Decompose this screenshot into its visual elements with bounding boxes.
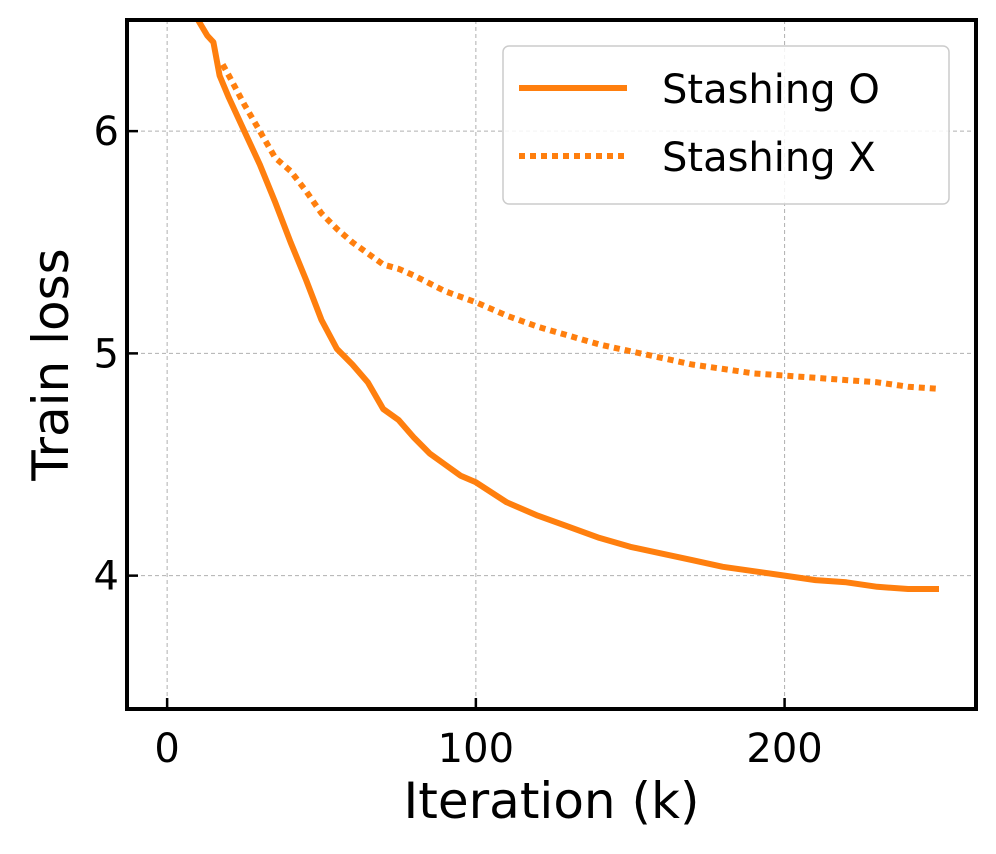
x-tick-label: 100 [438, 726, 514, 772]
ticks: 0 100 200 4 5 6 [94, 109, 823, 772]
legend-label-stashing-o: Stashing O [662, 67, 880, 113]
x-tick-label: 0 [154, 726, 179, 772]
y-axis-label: Train loss [22, 248, 80, 481]
axes-frame [125, 18, 978, 711]
legend-label-stashing-x: Stashing X [662, 135, 876, 181]
series-layer [195, 20, 940, 592]
y-tick-label: 4 [94, 554, 119, 600]
x-tick-label: 200 [746, 726, 822, 772]
series-line-stashing-o [195, 20, 939, 592]
legend: Stashing O Stashing X [502, 45, 950, 205]
x-axis-label: Iteration (k) [404, 772, 700, 830]
y-tick-label: 6 [94, 109, 119, 155]
y-tick-label: 5 [94, 331, 119, 377]
